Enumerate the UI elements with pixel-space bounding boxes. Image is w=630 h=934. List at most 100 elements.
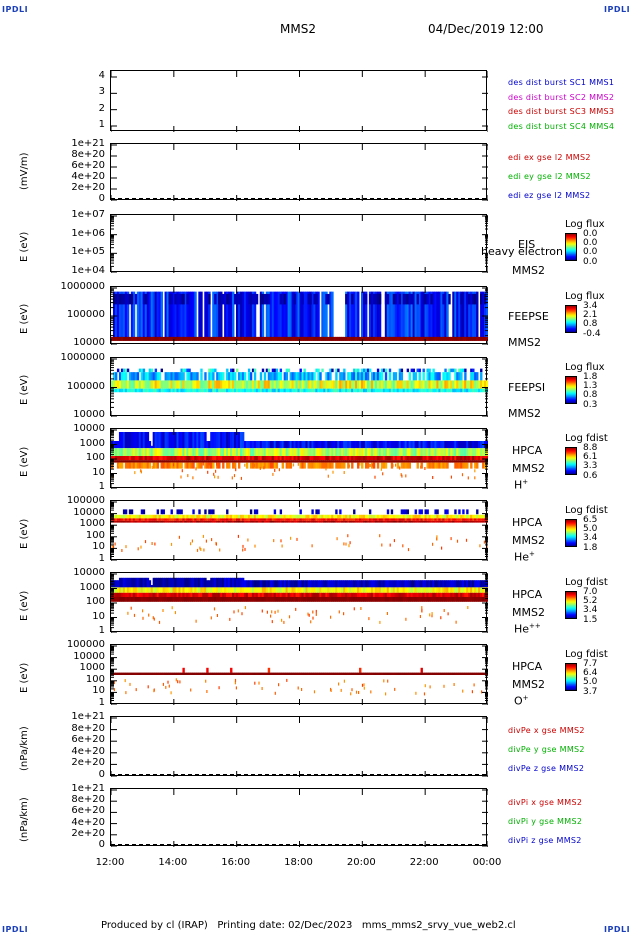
- panel-4-spectrogram-cell: [275, 336, 279, 341]
- panel-4-spectrogram-cell: [366, 336, 370, 341]
- panel-7-spectrogram-cell: [132, 514, 136, 519]
- panel-8-spectrogram-cell: [120, 587, 124, 593]
- panel-8-spectrogram-cell: [150, 597, 154, 602]
- panel-9-spectrogram-cell: [382, 672, 386, 675]
- panel-9-spectrogram-cell: [476, 672, 479, 675]
- panel-4-spectrogram-cell: [436, 336, 439, 341]
- panel-6-spectrogram-cell: [341, 460, 344, 463]
- panel-7-spectrogram-cell: [267, 514, 271, 519]
- panel-8-spectrogram-cell: [398, 587, 402, 593]
- panel-8-spectrogram-cell: [370, 587, 374, 593]
- panel-8-spectrogram-speck: [307, 612, 309, 616]
- panel-7-spectrogram-cell: [170, 509, 173, 515]
- panel-6-spectrogram-cell: [313, 448, 316, 456]
- panel-6-spectrogram-cell: [460, 441, 463, 449]
- panel-7-spectrogram-cell: [446, 518, 449, 521]
- panel-7-spectrogram-cell: [192, 518, 195, 521]
- panel-7-spectrogram-cell: [134, 514, 138, 519]
- panel-8-spectrogram-cell: [142, 587, 146, 593]
- panel-9-spectrogram-cell: [146, 672, 150, 675]
- panel-7-spectrogram-cell: [394, 518, 398, 521]
- panel-8-spectrogram-cell: [464, 580, 467, 588]
- panel-5-spectrogram-cell: [408, 380, 412, 389]
- panel-7-spectrogram-cell: [299, 520, 302, 523]
- panel-5-spectrogram-cell: [271, 368, 275, 373]
- panel-4-spectrogram-cell: [261, 291, 265, 340]
- panel-6-spectrogram-cell: [230, 460, 233, 463]
- panel-6-spectrogram-cell: [440, 456, 443, 461]
- panel-6-spectrogram-cell: [432, 441, 435, 449]
- panel-8-spectrogram-cell: [440, 580, 443, 588]
- panel-4-colorbar-swatch: [565, 306, 577, 308]
- panel-8-spectrogram-cell: [366, 580, 370, 588]
- panel-4-spectrogram-cell: [146, 336, 150, 341]
- panel-7-spectrogram-cell: [174, 518, 177, 521]
- panel-1-legend-4: des dist burst SC4 MMS4: [508, 121, 615, 131]
- panel-8-spectrogram-speck: [353, 607, 355, 611]
- panel-8-spectrogram-cell: [178, 597, 181, 602]
- panel-8-spectrogram-cell: [180, 597, 183, 602]
- panel-8-spectrogram-cell: [438, 587, 441, 593]
- panel-6-spectrogram-cell: [424, 448, 427, 456]
- panel-6-spectrogram-cell: [295, 456, 298, 461]
- panel-7-spectrogram-cell: [198, 520, 201, 523]
- panel-8-spectrogram-cell: [206, 592, 209, 597]
- panel-6-spectrogram-cell: [257, 460, 261, 463]
- panel-5-spectrogram-cell: [299, 368, 302, 373]
- panel-7-spectrogram-cell: [144, 520, 148, 523]
- panel-8-spectrogram-cell: [438, 597, 441, 602]
- panel-4-spectrogram-cell: [259, 293, 263, 305]
- panel-6-y-tick-label: 1000: [79, 437, 105, 449]
- panel-4-spectrogram-cell: [329, 291, 332, 340]
- panel-7-spectrogram-cell: [212, 514, 215, 519]
- panel-5-spectrogram-cell: [301, 372, 304, 381]
- panel-5-spectrogram-cell: [251, 388, 255, 393]
- panel-7-spectrogram-cell: [333, 520, 336, 523]
- panel-6-spectrogram-cell: [351, 448, 354, 456]
- panel-7-spectrogram-cell: [257, 518, 261, 521]
- panel-4-spectrogram-cell: [462, 291, 465, 340]
- panel-7-colorbar-swatch: [565, 533, 577, 535]
- panel-4-spectrogram-cell: [436, 291, 439, 340]
- panel-7-spectrogram-cell: [222, 518, 225, 521]
- panel-8-species-charge: ++: [529, 622, 541, 630]
- panel-3-colorbar-swatch: [565, 237, 577, 240]
- panel-4-spectrogram-cell: [382, 336, 386, 341]
- panel-5-spectrogram-cell: [188, 380, 191, 389]
- panel-4-spectrogram-cell: [321, 336, 324, 341]
- panel-6-spectrogram-cell: [474, 448, 477, 456]
- panel-6-spectrogram-cell: [116, 456, 120, 461]
- panel-5-spectrogram-cell: [442, 388, 445, 393]
- panel-6-spectrogram-cell: [118, 462, 122, 469]
- panel-5-spectrogram-cell: [162, 380, 165, 389]
- panel-9-spectrogram-cell: [472, 672, 475, 675]
- panel-5-spectrogram-cell: [269, 372, 273, 381]
- panel-5-spectrogram-cell: [303, 380, 306, 389]
- panel-8-spectrogram-cell: [400, 592, 404, 597]
- panel-7-spectrogram-cell: [305, 520, 308, 523]
- panel-6-spectrogram-cell: [150, 456, 154, 461]
- panel-7-colorbar-swatch: [565, 524, 577, 527]
- panel-8-spectrogram-cell: [170, 597, 173, 602]
- panel-3-colorbar-swatch: [565, 248, 577, 250]
- panel-8-spectrogram-cell: [444, 597, 447, 602]
- panel-7-spectrogram-cell: [317, 518, 320, 521]
- panel-8-spectrogram-cell: [362, 580, 366, 588]
- panel-6-y-axis-label: E (eV): [19, 446, 30, 477]
- panel-7-spectrogram-cell: [372, 518, 376, 521]
- panel-7-y-axis-label: E (eV): [19, 518, 30, 549]
- panel-8-spectrogram-cell: [372, 592, 376, 597]
- panel-6-spectrogram-speck: [259, 466, 261, 470]
- panel-4-spectrogram-cell: [160, 291, 163, 340]
- panel-7-spectrogram-cell: [424, 514, 427, 519]
- panel-7-spectrogram-cell: [343, 514, 346, 519]
- panel-5-spectrogram-cell: [164, 388, 167, 393]
- panel-7-spectrogram-cell: [394, 514, 398, 519]
- panel-5-spectrogram-cell: [234, 372, 237, 381]
- panel-6-spectrogram-cell: [186, 460, 189, 463]
- panel-8-spectrogram-cell: [313, 587, 316, 593]
- panel-4-spectrogram-cell: [323, 291, 326, 340]
- panel-8-spectrogram-cell: [186, 577, 189, 588]
- panel-5-spacecraft-label: MMS2: [508, 407, 541, 420]
- panel-5-spectrogram-cell: [124, 368, 128, 373]
